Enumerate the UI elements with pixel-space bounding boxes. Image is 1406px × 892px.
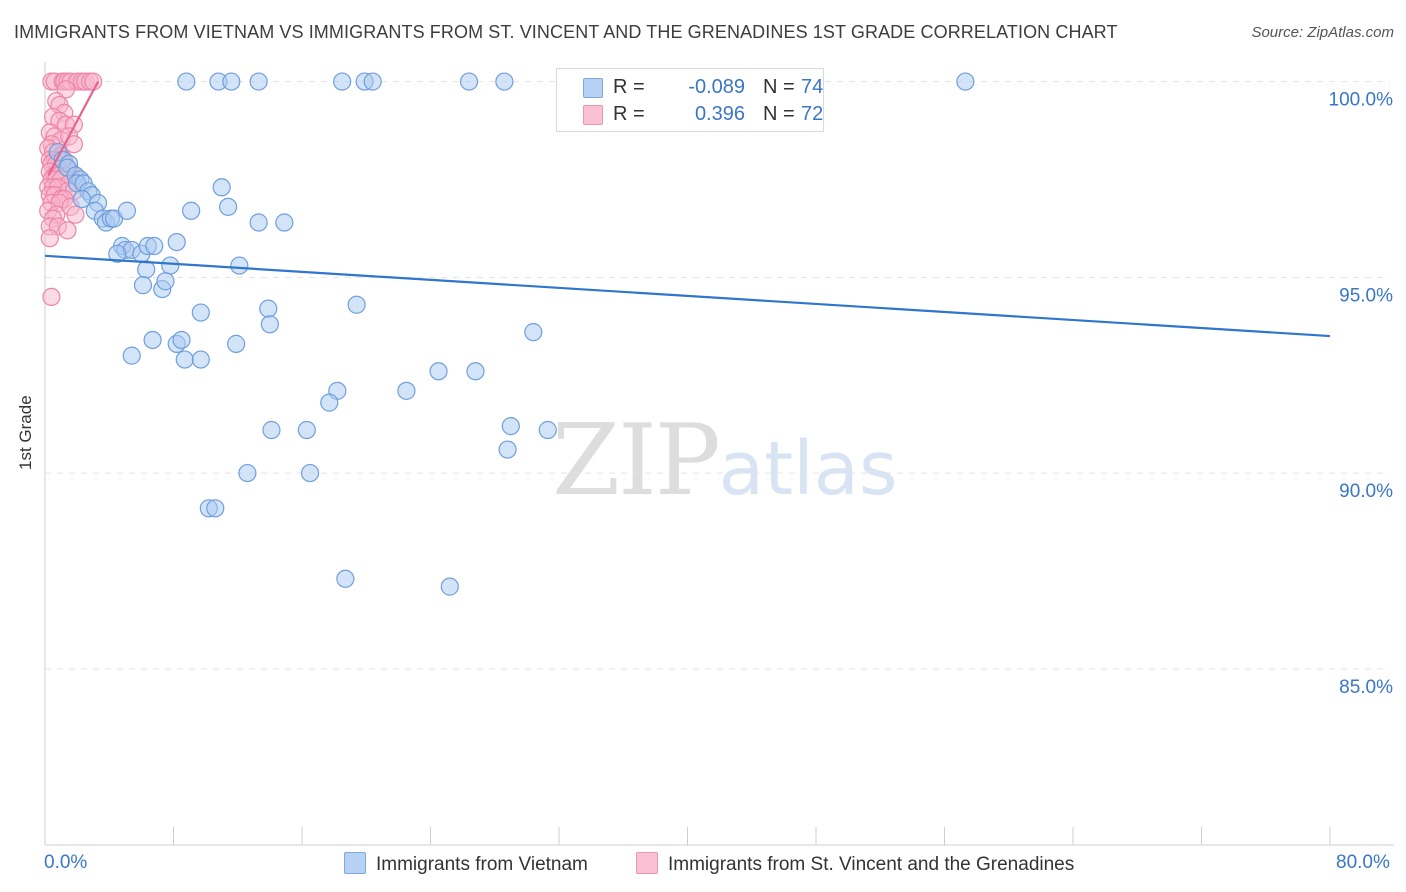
y-tick-label: 95.0% xyxy=(1339,285,1393,306)
point-vietnam xyxy=(238,463,257,483)
point-vietnam xyxy=(206,499,225,518)
point-vietnam xyxy=(145,236,164,256)
point-vietnam xyxy=(161,256,180,275)
point-vietnam xyxy=(212,178,231,197)
legend-swatch-pink xyxy=(636,852,658,874)
watermark-atlas: atlas xyxy=(718,426,898,512)
point-vietnam xyxy=(397,381,416,400)
point-vietnam xyxy=(524,323,543,342)
n-value-vietnam: 74 xyxy=(801,76,824,98)
point-vietnam xyxy=(260,315,279,334)
point-vietnam xyxy=(117,201,137,220)
point-vietnam xyxy=(175,350,194,369)
point-vietnam xyxy=(501,416,520,436)
trend-lines xyxy=(44,81,1331,338)
point-vietnam xyxy=(466,362,485,381)
r-label: R = xyxy=(613,103,645,125)
point-vietnam xyxy=(222,72,241,91)
point-vietnam xyxy=(363,72,382,91)
zipatlas-watermark: ZIPatlas xyxy=(552,404,898,518)
trend-line-stvincent xyxy=(47,81,99,177)
trend-line-vietnam xyxy=(44,254,1331,338)
stats-legend: R = -0.089 N = 74 R = 0.396 N = 72 xyxy=(556,68,824,132)
point-vietnam xyxy=(133,276,153,295)
legend-item-vietnam: Immigrants from Vietnam xyxy=(344,852,588,876)
x-tick-label-min: 0.0% xyxy=(44,852,88,873)
legend-swatch-blue xyxy=(583,78,603,98)
point-vietnam xyxy=(498,440,517,459)
point-vietnam xyxy=(191,303,210,322)
point-stvincent xyxy=(84,72,103,91)
y-tick-labels: 85.0% 90.0% 95.0% 100.0% xyxy=(1329,90,1394,698)
point-vietnam xyxy=(347,295,366,314)
point-vietnam xyxy=(249,72,268,91)
point-vietnam xyxy=(262,420,281,440)
y-tick-label: 100.0% xyxy=(1329,90,1394,111)
point-vietnam xyxy=(177,72,196,91)
point-vietnam xyxy=(495,72,514,91)
point-stvincent xyxy=(58,221,77,240)
legend-label-stvincent: Immigrants from St. Vincent and the Gren… xyxy=(668,854,1075,875)
grid-lines xyxy=(45,81,1390,670)
point-vietnam xyxy=(143,330,162,350)
point-vietnam xyxy=(156,272,175,291)
point-vietnam xyxy=(538,420,557,440)
point-vietnam xyxy=(172,330,191,350)
point-vietnam xyxy=(219,197,238,216)
point-stvincent xyxy=(66,205,85,224)
point-vietnam xyxy=(167,232,186,252)
n-value-stvincent: 72 xyxy=(801,103,824,125)
point-vietnam xyxy=(300,463,320,483)
x-tick-label-max: 80.0% xyxy=(1336,852,1390,873)
point-stvincent xyxy=(40,229,59,248)
y-axis-label: 1st Grade xyxy=(16,395,35,470)
legend-item-stvincent: Immigrants from St. Vincent and the Gren… xyxy=(636,852,1074,876)
point-vietnam xyxy=(429,362,448,381)
legend-label-vietnam: Immigrants from Vietnam xyxy=(376,854,588,875)
point-vietnam xyxy=(249,213,268,232)
point-vietnam xyxy=(259,299,278,318)
point-vietnam xyxy=(230,256,249,275)
point-stvincent xyxy=(56,80,75,99)
chart-title: IMMIGRANTS FROM VIETNAM VS IMMIGRANTS FR… xyxy=(14,22,1118,42)
point-vietnam xyxy=(108,244,127,263)
r-value-vietnam: -0.089 xyxy=(688,76,745,98)
axes xyxy=(44,62,1394,846)
series-vietnam-points xyxy=(48,72,975,596)
point-vietnam xyxy=(122,346,141,365)
r-label: R = xyxy=(613,76,645,98)
y-tick-label: 85.0% xyxy=(1339,677,1393,698)
point-vietnam xyxy=(227,334,246,353)
source-label: Source: ZipAtlas.com xyxy=(1251,24,1394,41)
point-vietnam xyxy=(336,569,355,588)
point-vietnam xyxy=(333,72,352,91)
r-value-stvincent: 0.396 xyxy=(694,103,745,125)
point-vietnam xyxy=(275,213,294,232)
y-tick-label: 90.0% xyxy=(1339,481,1393,502)
legend-swatch-pink xyxy=(583,105,603,125)
n-label: N = xyxy=(763,76,795,98)
point-vietnam xyxy=(191,350,210,369)
point-vietnam xyxy=(459,72,479,91)
point-stvincent xyxy=(42,287,61,306)
point-vietnam xyxy=(182,201,201,220)
point-vietnam xyxy=(297,420,316,440)
n-label: N = xyxy=(763,103,795,125)
watermark-zip: ZIP xyxy=(552,404,721,518)
legend-swatch-blue xyxy=(344,852,366,874)
point-vietnam xyxy=(956,72,975,91)
point-vietnam xyxy=(440,577,459,596)
point-vietnam xyxy=(320,393,339,412)
